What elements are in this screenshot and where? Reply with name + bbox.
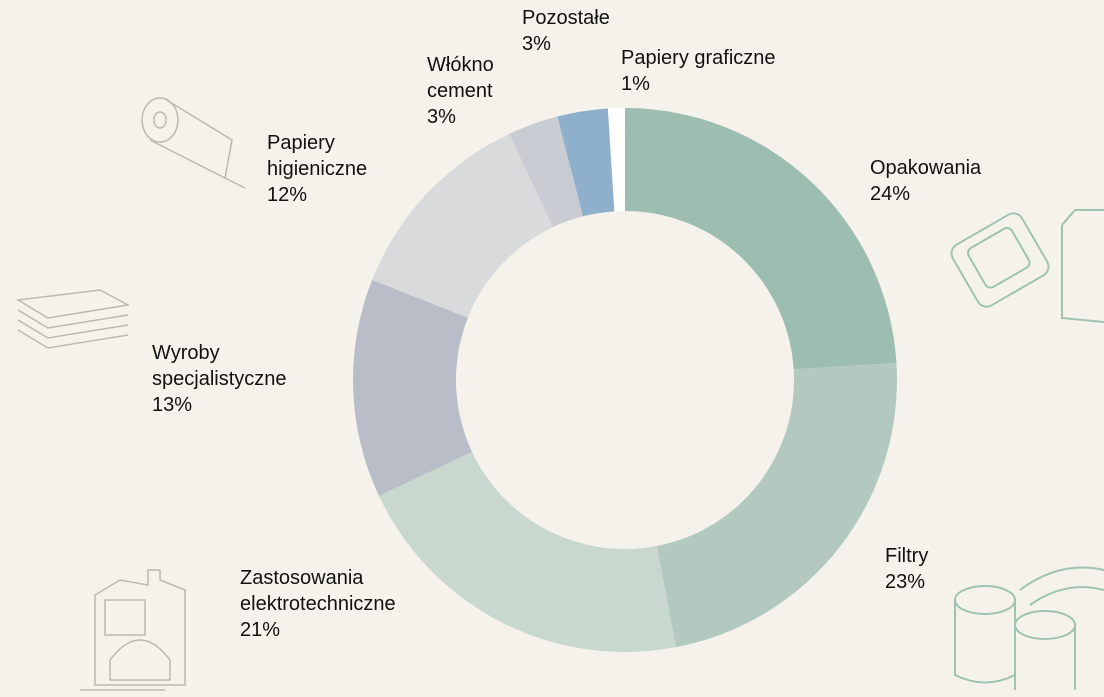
icon-sheets [15,289,131,349]
category-name: Zastosowania elektrotechniczne [240,567,396,615]
segment-label: Papiery graficzne 1% [621,45,841,97]
category-name: Papiery graficzne [621,47,776,69]
value-label: 23% [885,571,926,593]
icon-roll [141,97,246,189]
segment-label: Wyroby specjalistyczne 13% [152,340,337,418]
donut-segment [607,108,625,212]
category-name: Papiery higieniczne [267,132,368,180]
donut-segment [378,451,676,652]
icon-filter [954,566,1104,690]
category-name: Wyroby specjalistyczne [152,342,287,390]
category-name: Włókno cement [427,54,494,102]
donut-segment [372,133,554,318]
donut-segment [352,279,473,496]
value-label: 21% [240,619,281,641]
donut-segment [509,116,583,228]
value-label: 13% [152,394,193,416]
icon-device [80,569,186,691]
value-label: 24% [870,183,911,205]
value-label: 1% [621,73,650,95]
donut-segment [557,108,615,217]
value-label: 3% [522,33,551,55]
segment-label: Filtry 23% [885,543,1005,595]
icon-pack [950,209,1104,323]
segment-label: Włókno cement 3% [427,52,517,130]
segment-label: Opakowania 24% [870,155,1040,207]
donut-segment [656,362,897,648]
category-name: Pozostałe [522,7,610,29]
category-name: Opakowania [870,157,982,179]
segment-label: Zastosowania elektrotechniczne 21% [240,565,450,643]
category-name: Filtry [885,545,929,567]
donut-segment [625,108,897,370]
segment-label: Papiery higieniczne 12% [267,130,402,208]
value-label: 12% [267,184,308,206]
value-label: 3% [427,106,456,128]
segment-label: Pozostałe 3% [522,5,642,57]
